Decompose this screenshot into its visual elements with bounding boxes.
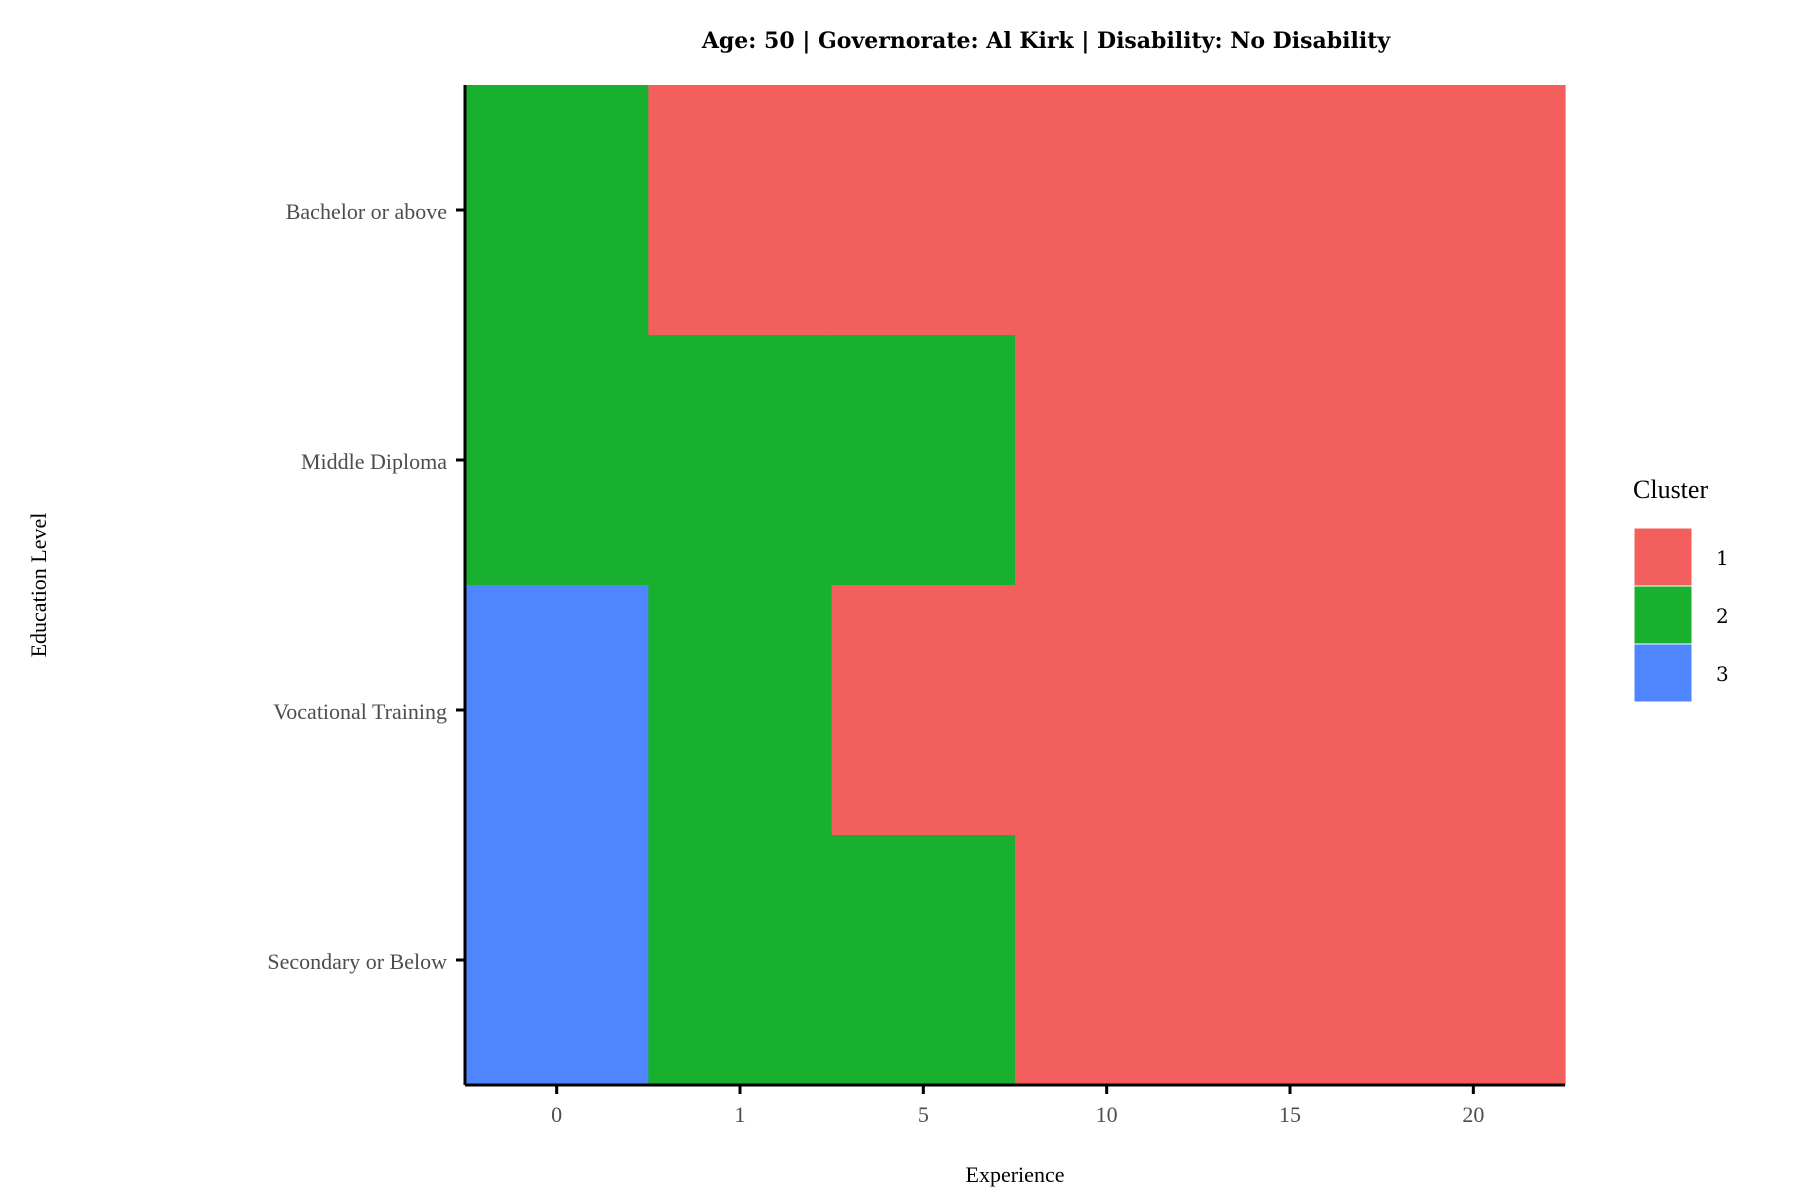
- legend-label: 2: [1716, 604, 1729, 628]
- x-tick-label: 1: [735, 1102, 746, 1127]
- heatmap-cell: [831, 335, 1016, 586]
- heatmap-cells: [465, 85, 1566, 1086]
- x-axis-title: Experience: [966, 1162, 1065, 1187]
- heatmap-cell: [1381, 85, 1566, 336]
- heatmap-cell: [1198, 835, 1383, 1086]
- heatmap-cell: [1015, 85, 1199, 336]
- y-axis-title: Education Level: [26, 513, 51, 658]
- heatmap-cell: [1015, 585, 1199, 836]
- heatmap-cell: [831, 585, 1016, 836]
- heatmap-cell: [1381, 335, 1566, 586]
- legend-key: [1633, 527, 1693, 587]
- x-tick-label: 5: [918, 1102, 929, 1127]
- legend-label: 3: [1716, 662, 1729, 686]
- y-tick-label: Secondary or Below: [267, 949, 447, 974]
- y-tick-label: Bachelor or above: [286, 199, 447, 224]
- heatmap-cell: [831, 85, 1016, 336]
- heatmap-cell: [1381, 585, 1566, 836]
- legend: Cluster 1 2 3: [1633, 475, 1729, 703]
- y-tick-label: Middle Diploma: [301, 449, 447, 474]
- heatmap-cell: [1015, 835, 1199, 1086]
- legend-items: 1 2 3: [1633, 527, 1729, 703]
- heatmap-cell: [465, 835, 649, 1086]
- y-tick-label: Vocational Training: [273, 699, 447, 724]
- heatmap-cell: [1198, 585, 1383, 836]
- legend-title: Cluster: [1633, 475, 1708, 504]
- heatmap-cell: [1198, 335, 1383, 586]
- heatmap-cell: [1015, 335, 1199, 586]
- heatmap-cell: [831, 835, 1016, 1086]
- legend-label: 1: [1716, 546, 1729, 570]
- heatmap-cell: [465, 85, 649, 336]
- x-tick-label: 15: [1279, 1102, 1301, 1127]
- chart-title: Age: 50 | Governorate: Al Kirk | Disabil…: [701, 28, 1392, 54]
- legend-key: [1633, 643, 1693, 703]
- legend-key: [1633, 585, 1693, 645]
- heatmap-cell: [648, 585, 833, 836]
- heatmap-cell: [465, 335, 649, 586]
- heatmap-cell: [1381, 835, 1566, 1086]
- heatmap-cell: [648, 85, 833, 336]
- y-axis-ticks: Bachelor or above Middle Diploma Vocationa…: [267, 199, 465, 974]
- heatmap-cell: [648, 835, 833, 1086]
- x-tick-label: 0: [551, 1102, 562, 1127]
- x-tick-label: 10: [1096, 1102, 1118, 1127]
- heatmap-cell: [648, 335, 833, 586]
- x-tick-label: 20: [1462, 1102, 1484, 1127]
- axes: [463, 85, 1565, 1087]
- x-axis-ticks: 0 1 5 10 15 20: [551, 1085, 1484, 1127]
- heatmap-cell: [1198, 85, 1383, 336]
- heatmap-cell: [465, 585, 649, 836]
